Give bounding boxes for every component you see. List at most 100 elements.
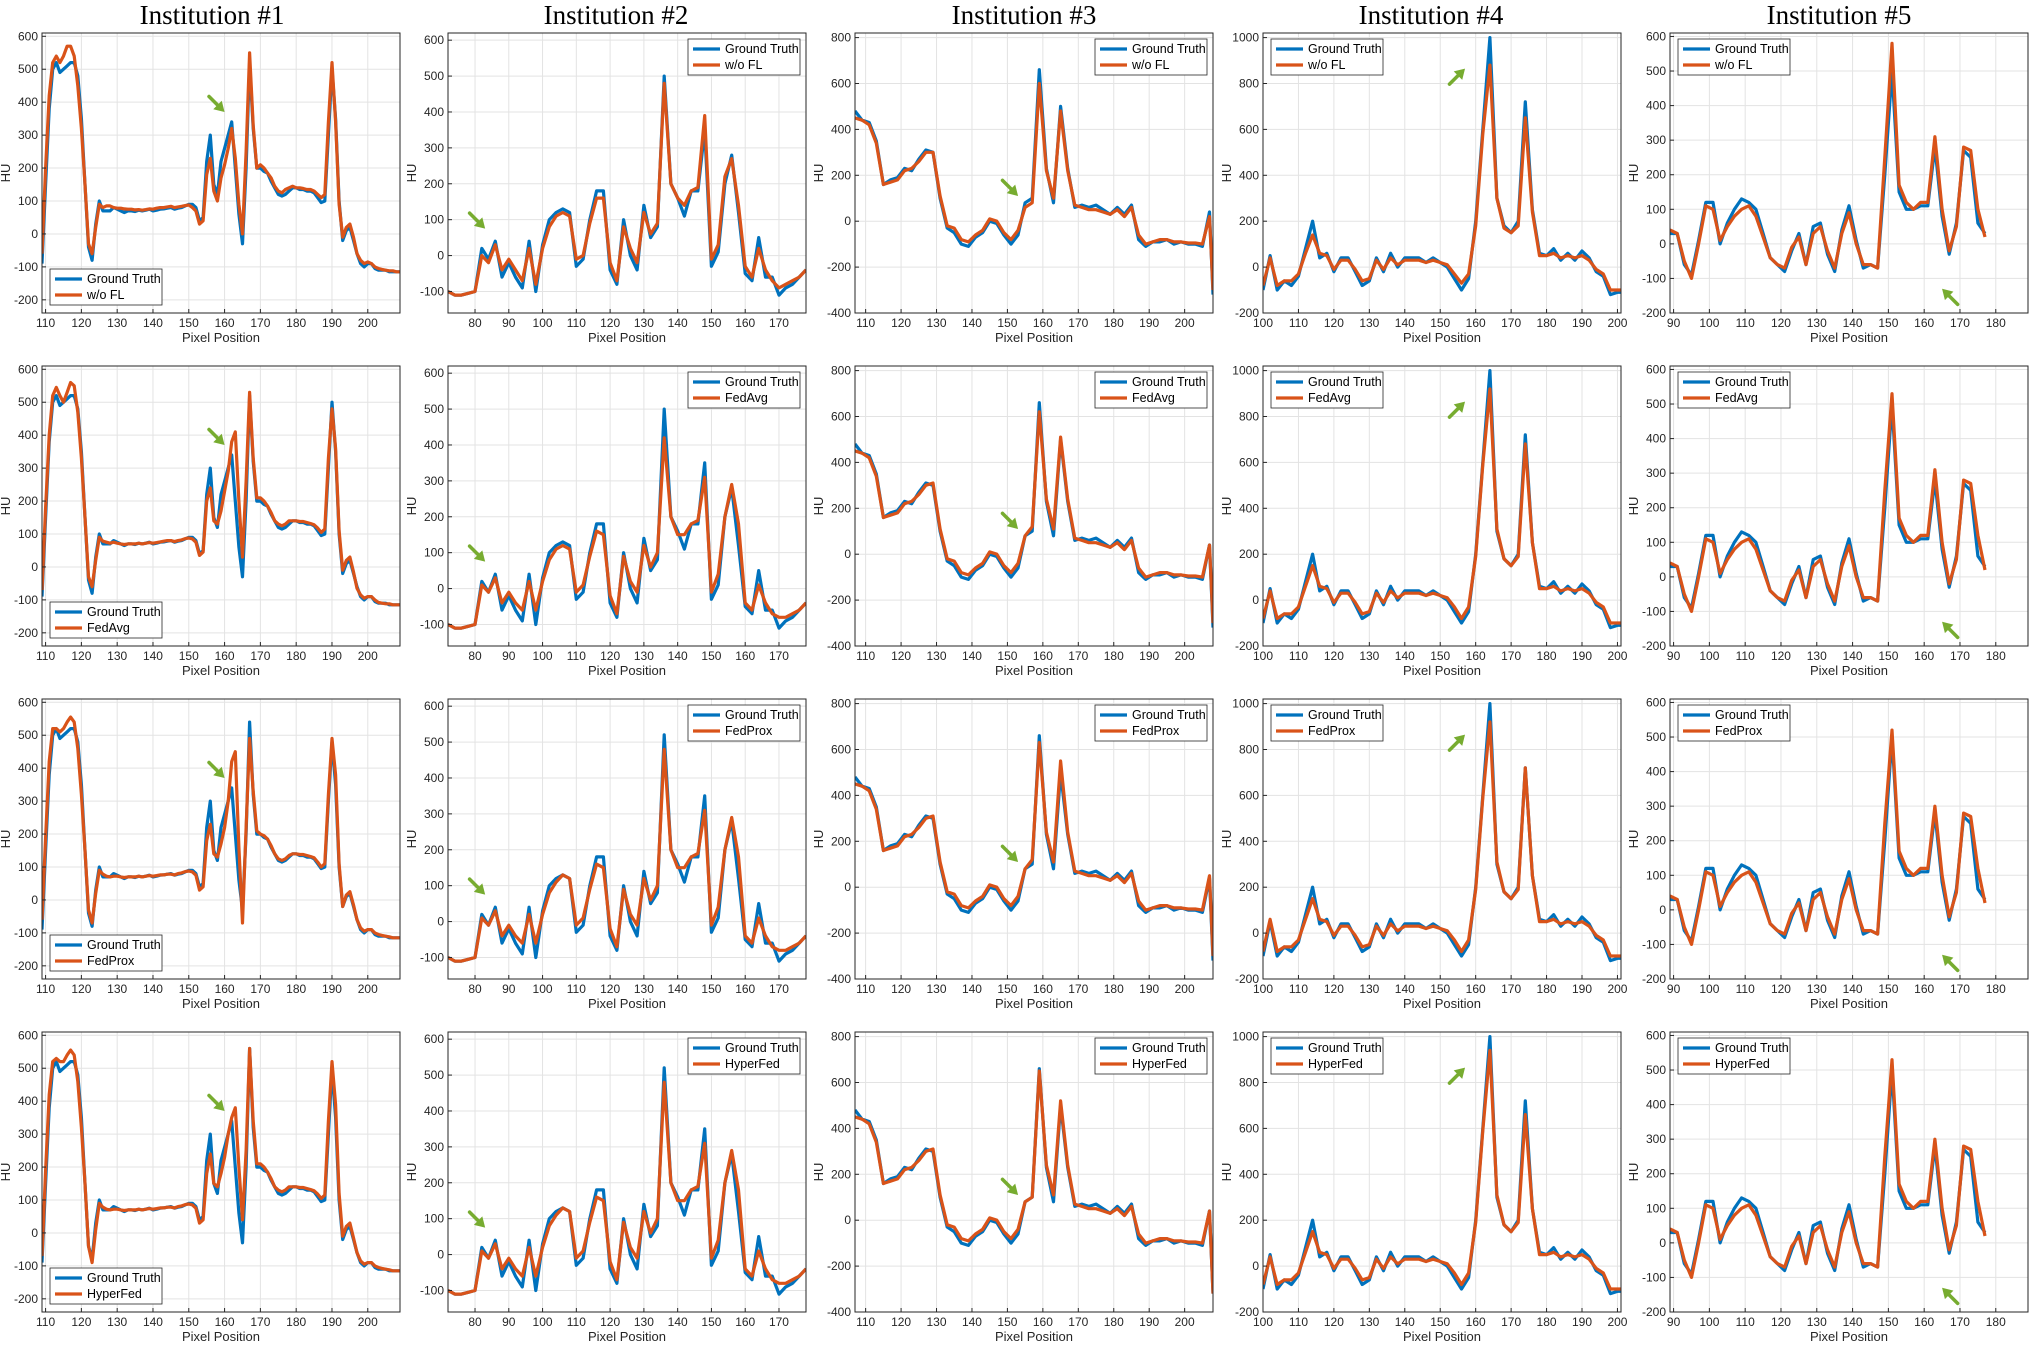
y-tick-label: 100: [424, 546, 444, 560]
x-tick-label: 100: [533, 649, 553, 663]
x-tick-label: 120: [71, 316, 91, 330]
x-tick-label: 170: [1501, 1315, 1521, 1329]
legend-label-ground-truth: Ground Truth: [1132, 375, 1206, 389]
annotation-arrow-icon: [1000, 1177, 1019, 1195]
method-line: [855, 410, 1213, 624]
x-tick-label: 120: [1771, 649, 1791, 663]
x-tick-label: 160: [1466, 316, 1486, 330]
x-tick-label: 190: [1572, 982, 1592, 996]
column-titles: Institution #1 Institution #2 Institution …: [140, 0, 1912, 30]
y-tick-label: 300: [424, 1140, 444, 1154]
legend: Ground Truth HyperFed: [1094, 1037, 1208, 1075]
legend-label-ground-truth: Ground Truth: [725, 42, 799, 56]
panel-inst1-row4: 110 120 130 140 150 160 170 180 190 200 -200 -100 0 1…: [0, 1028, 401, 1344]
legend-box: [1094, 1037, 1208, 1075]
y-tick-label: 200: [1239, 214, 1259, 228]
x-tick-label: 200: [1607, 649, 1627, 663]
column-title-4: Institution #4: [1359, 0, 1504, 30]
y-tick-label: 400: [1646, 432, 1666, 446]
x-tick-label: 170: [250, 1315, 270, 1329]
y-tick-label: -200: [1235, 306, 1259, 320]
y-tick-label: 0: [1659, 1236, 1666, 1250]
legend: Ground Truth w/o FL: [1270, 38, 1384, 76]
column-title-3: Institution #3: [952, 0, 1097, 30]
y-axis-label: HU: [404, 1163, 419, 1182]
x-tick-label: 160: [735, 1315, 755, 1329]
y-tick-label: 400: [18, 761, 38, 775]
x-tick-label: 80: [468, 649, 482, 663]
y-tick-label: 600: [1646, 695, 1666, 709]
y-axis-label: HU: [811, 164, 826, 183]
x-tick-label: 110: [1289, 982, 1308, 996]
x-tick-label: 110: [1289, 316, 1308, 330]
x-tick-label: 150: [179, 316, 199, 330]
x-tick-label: 90: [1667, 316, 1681, 330]
y-tick-label: -200: [827, 1259, 851, 1273]
method-line: [855, 1069, 1213, 1294]
x-tick-label: 170: [1068, 1315, 1088, 1329]
x-tick-label: 140: [143, 316, 163, 330]
x-tick-label: 120: [1324, 316, 1344, 330]
y-tick-label: 300: [1646, 466, 1666, 480]
x-tick-label: 120: [600, 649, 620, 663]
x-tick-label: 140: [1395, 649, 1415, 663]
legend-label-method: FedProx: [87, 954, 135, 968]
column-title-1: Institution #1: [140, 0, 285, 30]
y-tick-label: -200: [1642, 639, 1666, 653]
y-tick-label: -400: [827, 639, 851, 653]
y-tick-label: 300: [424, 807, 444, 821]
x-tick-label: 100: [1699, 1315, 1719, 1329]
x-tick-label: 160: [1033, 982, 1053, 996]
axes-box: [447, 698, 807, 980]
x-tick-label: 110: [1736, 1315, 1755, 1329]
x-tick-label: 90: [1667, 1315, 1681, 1329]
y-tick-label: 500: [424, 69, 444, 83]
annotation-arrow-icon: [467, 211, 486, 229]
x-tick-label: 130: [1359, 1315, 1379, 1329]
y-axis-label: HU: [404, 497, 419, 516]
y-axis-label: HU: [1626, 497, 1641, 516]
x-tick-label: 180: [1537, 1315, 1557, 1329]
y-tick-label: -400: [827, 1305, 851, 1319]
legend: Ground Truth FedAvg: [1677, 371, 1791, 409]
y-axis-label: HU: [1219, 164, 1234, 183]
legend: Ground Truth HyperFed: [687, 1037, 801, 1075]
y-tick-label: 600: [831, 76, 851, 90]
x-tick-label: 120: [600, 982, 620, 996]
x-tick-label: 100: [1253, 982, 1273, 996]
x-tick-label: 100: [1699, 649, 1719, 663]
y-tick-label: -200: [1235, 1305, 1259, 1319]
x-tick-label: 110: [1736, 316, 1755, 330]
x-tick-label: 130: [1359, 316, 1379, 330]
y-axis-label: HU: [404, 164, 419, 183]
y-tick-label: 300: [1646, 1132, 1666, 1146]
legend-label-ground-truth: Ground Truth: [1308, 1041, 1382, 1055]
y-axis-label: HU: [0, 497, 13, 516]
legend-box: [49, 601, 163, 639]
y-tick-label: 200: [1239, 1213, 1259, 1227]
y-tick-label: 100: [18, 1193, 38, 1207]
x-tick-label: 170: [1501, 982, 1521, 996]
x-axis-label: Pixel Position: [995, 663, 1073, 678]
x-tick-label: 140: [668, 1315, 688, 1329]
x-tick-label: 180: [1986, 982, 2006, 996]
legend-label-ground-truth: Ground Truth: [1308, 375, 1382, 389]
panel-inst2-row2: 80 90 100 110 120 130 140 150 160 170 -100 0 100 200 3…: [404, 365, 807, 678]
x-tick-label: 120: [71, 982, 91, 996]
x-axis-label: Pixel Position: [995, 996, 1073, 1011]
x-tick-label: 110: [856, 316, 875, 330]
legend-box: [1270, 704, 1384, 742]
y-tick-label: 100: [424, 879, 444, 893]
y-tick-label: 0: [1659, 903, 1666, 917]
y-tick-label: 400: [424, 438, 444, 452]
x-tick-label: 160: [1914, 1315, 1934, 1329]
x-tick-label: 150: [701, 316, 721, 330]
y-tick-label: 400: [18, 1094, 38, 1108]
x-tick-label: 150: [997, 1315, 1017, 1329]
y-tick-label: 600: [1646, 1028, 1666, 1042]
x-axis-label: Pixel Position: [588, 663, 666, 678]
x-tick-label: 160: [1914, 982, 1934, 996]
y-tick-label: 1000: [1232, 31, 1259, 45]
y-tick-label: 1000: [1232, 1030, 1259, 1044]
x-axis-label: Pixel Position: [1403, 663, 1481, 678]
